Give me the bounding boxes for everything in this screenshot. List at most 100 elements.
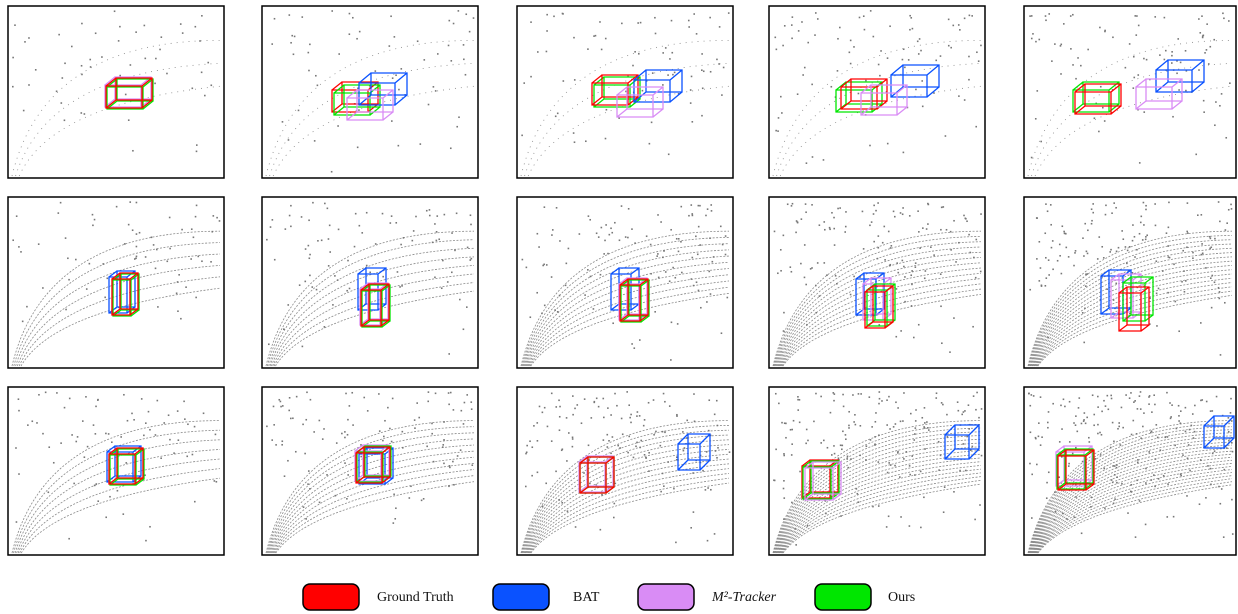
point xyxy=(470,224,472,226)
point xyxy=(653,399,655,401)
point xyxy=(912,28,914,30)
point xyxy=(1218,201,1220,203)
point xyxy=(75,259,77,261)
point xyxy=(909,525,911,527)
point xyxy=(975,409,977,411)
point xyxy=(84,456,86,458)
point xyxy=(311,286,313,288)
point xyxy=(1091,497,1093,499)
point xyxy=(1182,250,1184,252)
legend-label: BAT xyxy=(573,590,600,605)
point xyxy=(604,240,606,242)
point xyxy=(669,280,671,282)
point xyxy=(846,458,848,460)
point xyxy=(812,156,814,158)
point xyxy=(471,464,473,466)
point xyxy=(849,52,851,54)
point xyxy=(452,461,454,463)
point xyxy=(215,434,217,436)
point xyxy=(1129,43,1131,45)
point xyxy=(1092,203,1094,205)
point xyxy=(391,120,393,122)
point xyxy=(791,271,793,273)
point xyxy=(1046,482,1048,484)
point xyxy=(640,440,642,442)
point xyxy=(913,337,915,339)
point xyxy=(614,222,616,224)
point xyxy=(711,210,713,212)
point xyxy=(1112,422,1114,424)
point xyxy=(1170,418,1172,420)
legend-label: Ground Truth xyxy=(377,590,454,605)
point xyxy=(886,424,888,426)
point xyxy=(637,411,639,413)
point xyxy=(653,434,655,436)
point xyxy=(650,244,652,246)
point xyxy=(839,207,841,209)
point xyxy=(1154,404,1156,406)
point xyxy=(1083,420,1085,422)
point xyxy=(214,480,216,482)
point xyxy=(1102,107,1104,109)
point xyxy=(819,224,821,226)
point xyxy=(308,470,310,472)
point xyxy=(178,439,180,441)
point xyxy=(910,17,912,19)
point xyxy=(71,434,73,436)
point xyxy=(959,29,961,31)
point xyxy=(1121,407,1123,409)
point xyxy=(42,433,44,435)
point xyxy=(904,301,906,303)
point xyxy=(575,526,577,528)
point xyxy=(783,488,785,490)
point xyxy=(628,404,630,406)
point xyxy=(938,441,940,443)
point xyxy=(395,74,397,76)
point xyxy=(559,240,561,242)
point xyxy=(897,407,899,409)
point xyxy=(389,45,391,47)
point xyxy=(148,411,150,413)
point xyxy=(459,299,461,301)
point xyxy=(701,53,703,55)
point xyxy=(282,121,284,123)
point xyxy=(77,436,79,438)
point xyxy=(555,471,557,473)
point xyxy=(833,217,835,219)
point xyxy=(785,437,787,439)
point xyxy=(903,458,905,460)
point xyxy=(1066,518,1068,520)
point xyxy=(1187,457,1189,459)
point xyxy=(1166,232,1168,234)
point xyxy=(936,392,938,394)
point xyxy=(1130,392,1132,394)
point xyxy=(791,454,793,456)
point xyxy=(1134,400,1136,402)
panel-frame xyxy=(8,197,224,368)
point xyxy=(1199,503,1201,505)
point xyxy=(875,421,877,423)
point xyxy=(1072,64,1074,66)
point xyxy=(1167,436,1169,438)
point xyxy=(1047,337,1049,339)
point xyxy=(195,26,197,28)
point xyxy=(566,460,568,462)
point xyxy=(1051,247,1053,249)
point xyxy=(648,402,650,404)
point xyxy=(958,242,960,244)
point xyxy=(1048,274,1050,276)
point xyxy=(559,406,561,408)
point xyxy=(924,422,926,424)
point xyxy=(603,439,605,441)
point xyxy=(312,202,314,204)
point xyxy=(1220,354,1222,356)
point xyxy=(12,86,14,88)
point xyxy=(839,27,841,29)
point xyxy=(1231,208,1233,210)
point xyxy=(921,80,923,82)
point xyxy=(155,434,157,436)
point xyxy=(710,489,712,491)
point xyxy=(790,429,792,431)
point xyxy=(271,439,273,441)
point xyxy=(145,256,147,258)
